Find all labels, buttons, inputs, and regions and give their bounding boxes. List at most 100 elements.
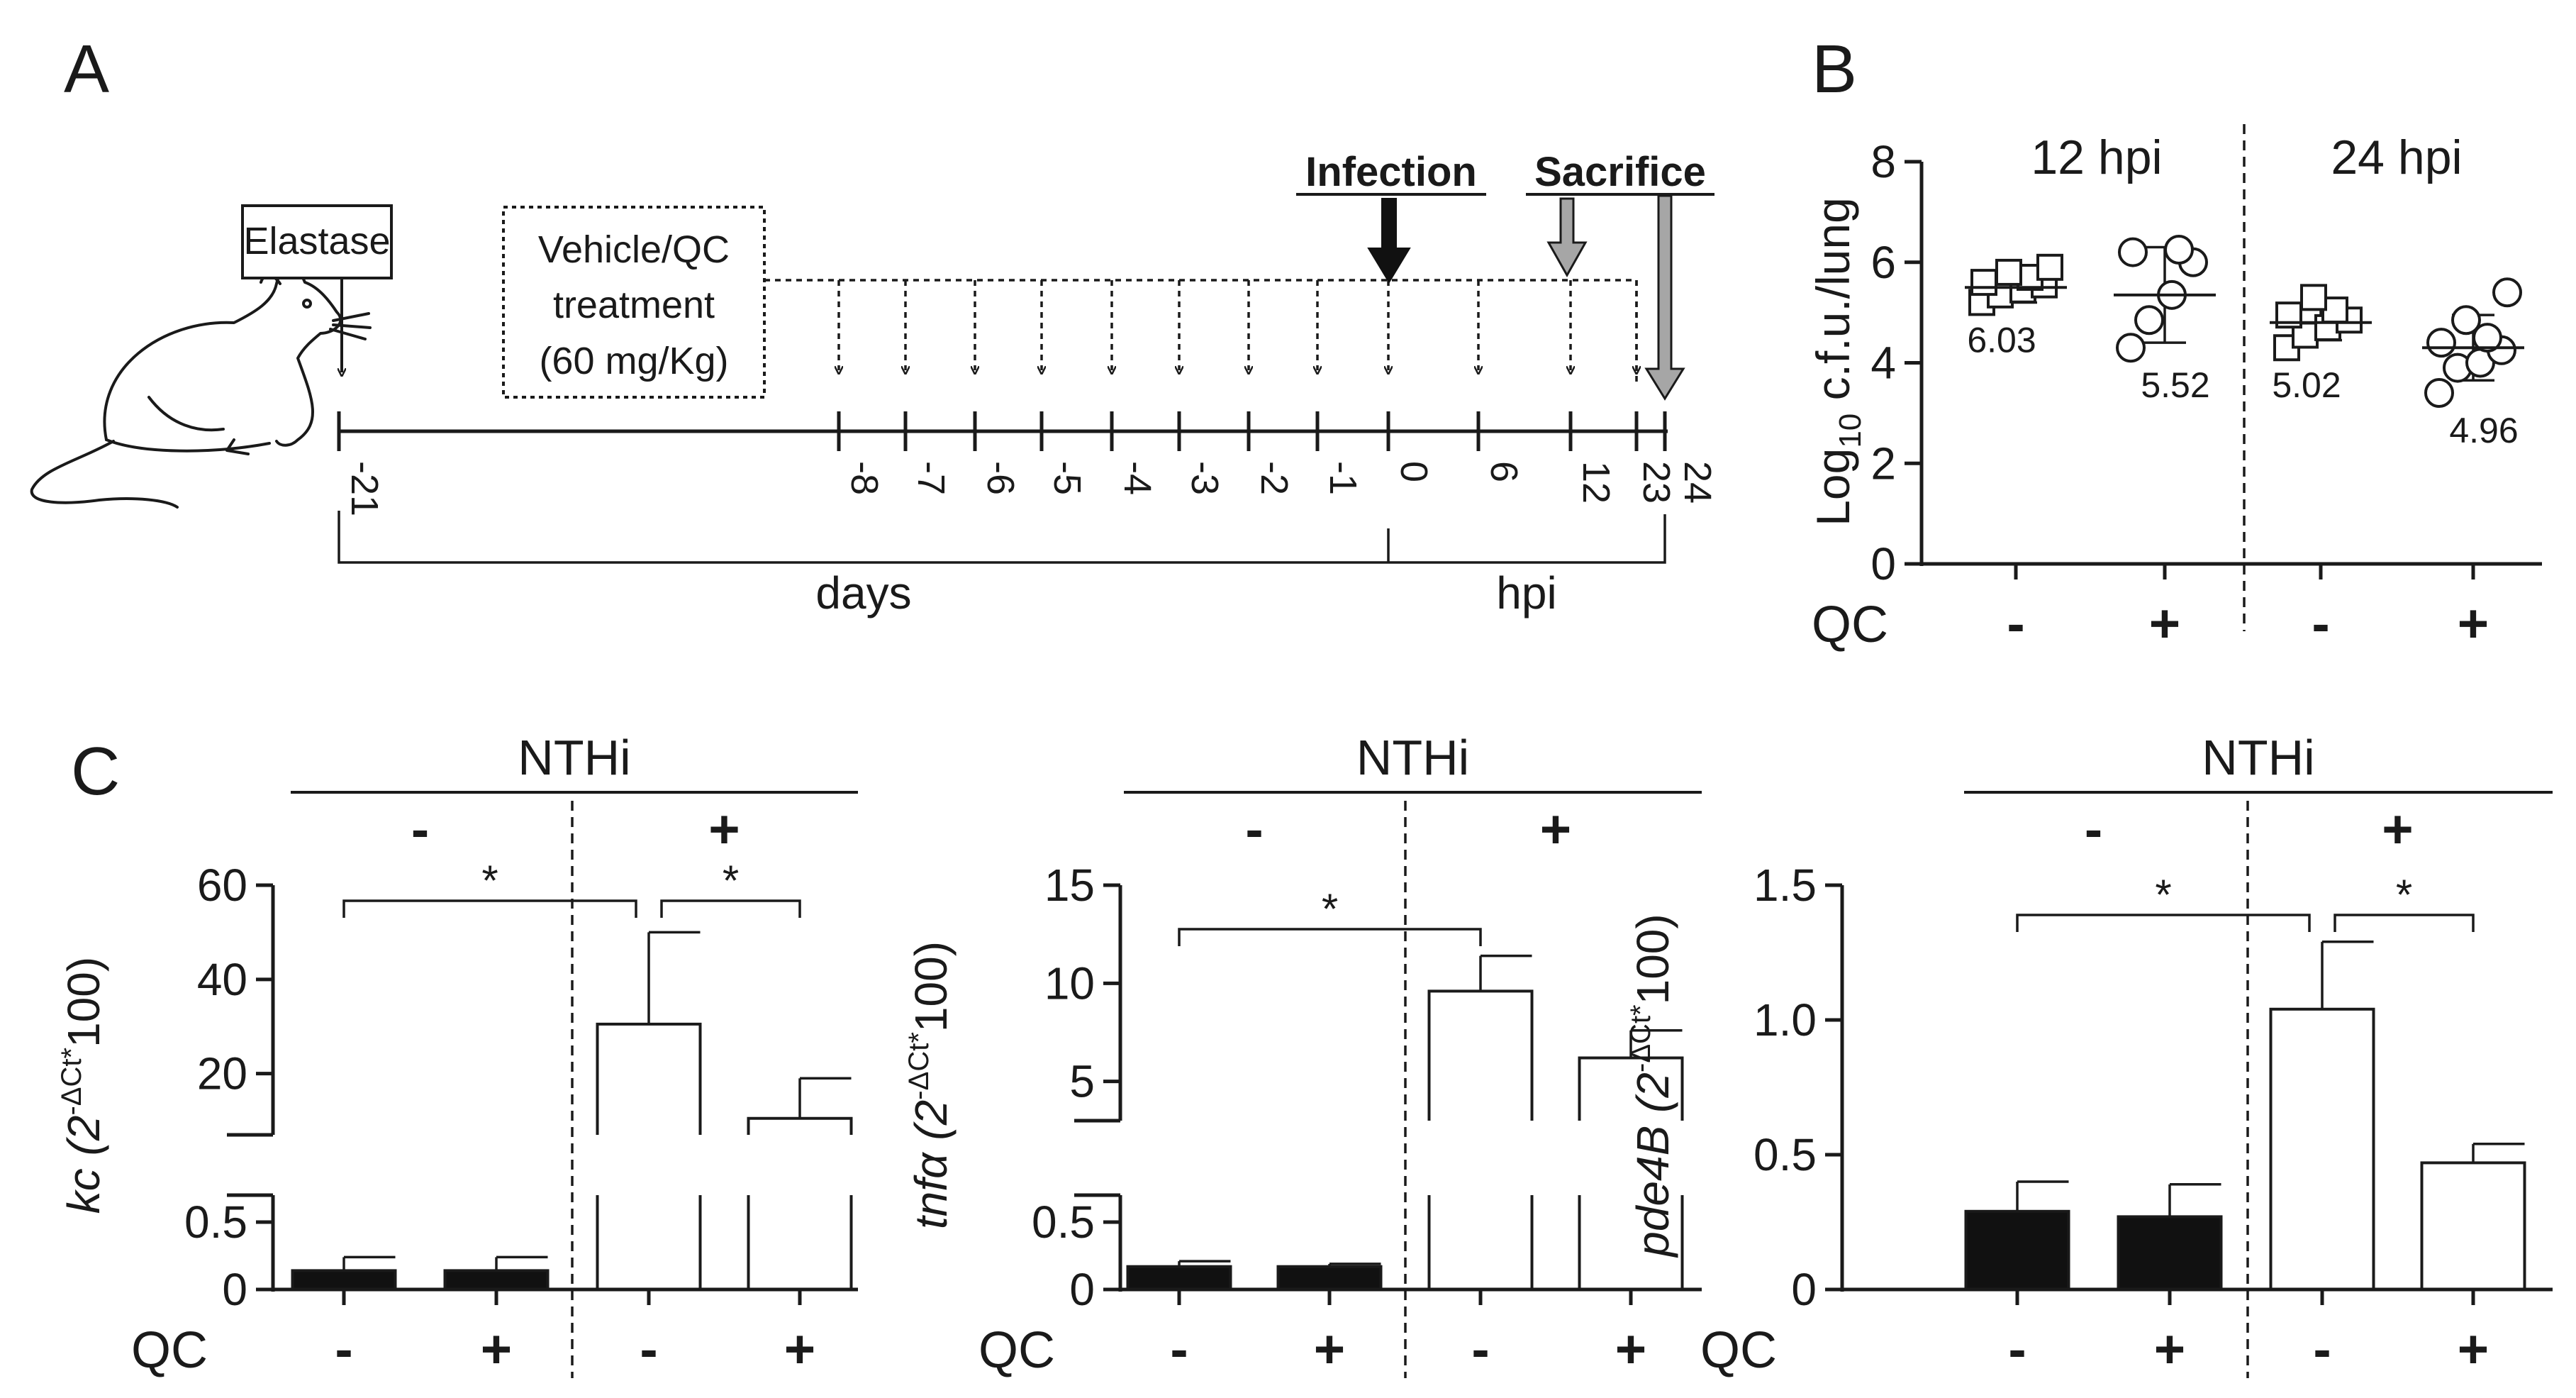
y-axis-label-rest: (2 [58,1116,109,1169]
qc-plus-label: + [2149,594,2180,654]
infection-label: Infection [1305,149,1477,195]
panel-label-a: A [64,31,109,107]
data-point-circle [2451,305,2481,335]
nthi-minus-label: - [2085,799,2102,860]
y-axis-label: kc (2-ΔCt*100) [56,957,109,1214]
treatment-line-1: Vehicle/QC [538,228,730,271]
y-tick-label: 20 [197,1048,247,1099]
nthi-minus-label: - [411,799,429,860]
sacrifice-label: Sacrifice [1534,149,1706,195]
bar-upper [1578,1056,1684,1121]
bar [1276,1265,1383,1291]
significance-star: * [481,857,498,904]
y-axis-label-superscript: -ΔCt* [56,1048,87,1116]
nthi-plus-label: + [708,799,740,860]
bar [2269,1007,2375,1292]
day-tick-label: -4 [1116,461,1159,495]
y-axis-label-end: 100) [58,957,109,1048]
y-tick-label: 6 [1870,237,1896,288]
significance-star: * [723,857,739,904]
group-annotation: 5.52 [2141,365,2209,405]
y-axis-label: tnfα (2-ΔCt*100) [903,941,957,1229]
mouse-illustration [30,267,372,509]
y-tick-label: 10 [1044,958,1095,1009]
y-tick-label: 0.5 [184,1197,247,1248]
significance-bracket [2016,914,2311,932]
qc-minus-label: - [1170,1319,1188,1380]
y-tick-label: 8 [1870,136,1896,187]
bar [2117,1215,2223,1292]
nthi-header: NTHi [518,730,630,785]
qc-plus-label: + [1314,1319,1345,1380]
qc-plus-label: + [481,1319,512,1380]
significance-bracket [660,899,801,918]
day-tick-label: -8 [843,461,886,495]
hpi-label: hpi [1496,567,1556,618]
elastase-label: Elastase [243,220,390,262]
y-tick-label: 0 [222,1264,247,1315]
day-tick-label: -5 [1046,461,1088,495]
group-annotation: 6.03 [1967,320,2036,360]
y-axis-label-end: 100) [1627,914,1678,1004]
y-tick-label: 0.5 [1032,1197,1095,1248]
bar [2420,1161,2526,1292]
significance-star: * [1322,885,1338,933]
y-axis-label-rest: (2 [1627,1072,1678,1126]
y-axis-label-superscript: -ΔCt* [1625,1004,1656,1072]
qc-axis-label: QC [131,1322,208,1379]
panel-label-c: C [71,733,120,809]
y-tick-label: 15 [1044,860,1095,911]
qc-plus-label: + [2458,594,2489,654]
significance-bracket [342,899,637,918]
infection-arrow [1367,198,1411,284]
y-axis-gene: kc [58,1168,109,1214]
qc-minus-label: - [2008,1319,2026,1380]
significance-star: * [2396,871,2412,919]
bar [1964,1209,2070,1292]
day-tick-label: 0 [1393,461,1435,482]
bar [1126,1265,1232,1291]
y-axis-label-rest: c.f.u./lung [1807,197,1859,414]
header-12hpi: 12 hpi [2031,131,2162,184]
header-24hpi: 24 hpi [2331,131,2462,184]
panel-c-pde4b-chart: NTHi - + pde4B (2-ΔCt*100) 0 0.5 1.0 1.5 QC - + - + *… [1625,730,2553,1380]
qc-minus-label: - [335,1319,352,1380]
data-point-circle [2492,277,2522,308]
bar-upper [596,1022,702,1135]
y-tick-label: 4 [1870,338,1896,389]
data-point-square [1995,258,2022,286]
hpi-tick-label: 23 [1635,461,1678,504]
qc-axis-label: QC [978,1322,1055,1379]
y-tick-label: 5 [1069,1056,1095,1107]
data-point-circle [2472,323,2502,353]
nthi-header: NTHi [1356,730,1469,785]
significance-bracket [1178,928,1482,946]
days-bracket [338,511,1666,564]
data-point-circle [2426,328,2456,358]
qc-plus-label: + [784,1319,815,1380]
day-tick-label: -3 [1183,461,1226,495]
data-point-circle [2424,378,2454,409]
y-tick-label: 0 [1069,1264,1095,1315]
hpi-tick-label: 12 [1575,461,1617,504]
group-annotation: 4.96 [2449,411,2518,450]
nthi-plus-label: + [1540,799,1571,860]
bar [291,1269,397,1292]
qc-minus-label: - [2007,594,2024,654]
nthi-plus-label: + [2382,799,2413,860]
y-tick-label: 0 [1791,1264,1817,1315]
days-label: days [815,567,911,618]
qc-plus-label: + [2154,1319,2185,1380]
y-axis-label: pde4B (2-ΔCt*100) [1625,914,1678,1258]
hpi-tick-label: 6 [1483,461,1525,482]
data-point-circle [2164,235,2194,265]
qc-axis-label: QC [1812,597,1888,653]
panel-label-b: B [1812,31,1857,107]
day-tick-label: -7 [910,461,952,495]
bar-upper [1427,989,1534,1121]
data-point-circle [2134,305,2164,335]
